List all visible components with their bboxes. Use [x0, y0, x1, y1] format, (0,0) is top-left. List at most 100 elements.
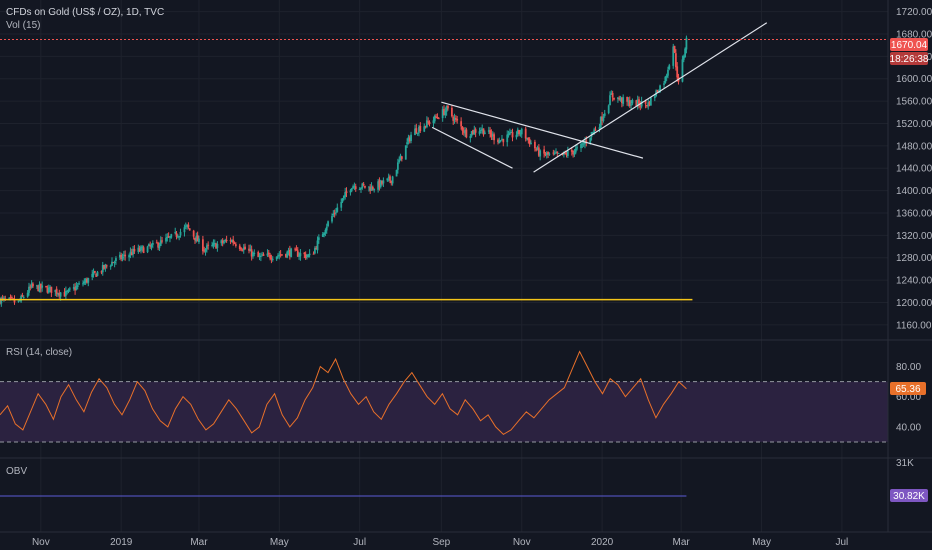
candle-body — [607, 105, 610, 114]
candle-body — [59, 292, 62, 297]
candle-body — [92, 271, 95, 275]
candle-body — [140, 246, 142, 251]
price-axis-tick: 1280.00 — [896, 253, 932, 264]
candle-body — [406, 142, 409, 145]
candle-body — [104, 264, 107, 268]
candle-body — [21, 295, 24, 297]
candle-body — [598, 127, 601, 129]
candle-body — [204, 249, 207, 252]
candle-body — [630, 104, 632, 106]
candle-body — [150, 244, 153, 248]
candle-body — [395, 169, 398, 177]
candle-body — [295, 248, 298, 251]
candle-body — [667, 69, 669, 76]
candle-body — [487, 130, 490, 132]
candle-body — [64, 291, 67, 296]
candle-body — [499, 140, 502, 142]
candle-body — [66, 291, 69, 293]
candle-body — [203, 250, 206, 252]
candle-body — [585, 140, 588, 143]
candle-body — [286, 251, 289, 258]
candle-body — [213, 243, 216, 245]
candle-body — [613, 97, 615, 100]
candle-body — [187, 224, 190, 228]
candle-body — [361, 183, 364, 188]
candle-body — [453, 117, 456, 121]
candle-body — [1, 297, 4, 299]
candle-body — [63, 292, 66, 297]
candle-body — [284, 254, 287, 257]
candle-body — [167, 236, 170, 238]
obv-legend[interactable]: OBV — [6, 466, 27, 477]
rsi-axis-tick: 80.00 — [896, 362, 921, 373]
rsi-legend[interactable]: RSI (14, close) — [6, 347, 72, 358]
candle-body — [594, 129, 597, 131]
candle-body — [390, 180, 393, 184]
candle-body — [317, 237, 320, 241]
candle-body — [257, 251, 260, 258]
candle-body — [67, 289, 70, 292]
candle-body — [556, 151, 559, 154]
candle-body — [536, 147, 539, 150]
candle-body — [341, 198, 344, 202]
candle-body — [149, 245, 152, 247]
candle-body — [672, 46, 675, 66]
candle-body — [399, 155, 402, 161]
candle-body — [572, 150, 575, 155]
candle-body — [29, 286, 32, 288]
candle-body — [75, 286, 78, 290]
candle-body — [350, 188, 353, 191]
candle-body — [45, 285, 48, 288]
candle-body — [287, 250, 290, 253]
candle-body — [95, 273, 98, 277]
candle-body — [207, 244, 210, 246]
time-axis-tick: 2019 — [110, 537, 133, 548]
rsi-band — [0, 381, 888, 442]
candle-body — [593, 129, 596, 133]
candle-body — [515, 134, 518, 138]
candle-body — [647, 102, 650, 107]
candle-body — [195, 236, 198, 242]
candle-body — [609, 95, 611, 106]
candle-body — [137, 247, 140, 252]
candle-body — [681, 59, 684, 82]
candle-body — [510, 132, 513, 134]
candle-body — [229, 240, 232, 242]
candle-body — [527, 137, 530, 140]
candle-body — [685, 37, 688, 50]
countdown-badge — [890, 52, 928, 65]
candle-body — [483, 132, 486, 135]
candle-body — [524, 128, 527, 139]
rsi-badge-value: 65.36 — [895, 384, 920, 395]
candle-body — [602, 116, 605, 121]
candle-body — [557, 153, 560, 155]
candle-body — [230, 240, 233, 242]
candle-body — [109, 265, 112, 267]
candle-body — [626, 96, 629, 102]
candle-body — [511, 132, 514, 138]
price-axis-tick: 1600.00 — [896, 74, 932, 85]
candle-body — [216, 243, 219, 248]
candle-body — [179, 231, 182, 236]
time-axis-tick: May — [752, 537, 771, 548]
candle-body — [445, 105, 448, 112]
volume-legend[interactable]: Vol (15) — [6, 20, 40, 31]
candle-body — [474, 129, 477, 133]
candle-body — [176, 236, 179, 238]
candle-body — [232, 239, 235, 243]
candle-body — [249, 248, 252, 252]
candle-body — [565, 153, 568, 156]
candle-body — [325, 226, 328, 231]
candle-body — [304, 254, 307, 259]
candle-body — [534, 141, 536, 149]
candle-body — [124, 254, 127, 257]
candle-body — [196, 235, 199, 242]
candle-body — [369, 187, 372, 191]
candle-body — [460, 121, 463, 127]
candle-body — [13, 299, 16, 303]
candle-body — [10, 297, 13, 299]
candle-body — [327, 221, 329, 227]
symbol-legend[interactable]: CFDs on Gold (US$ / OZ), 1D, TVC — [6, 7, 164, 18]
